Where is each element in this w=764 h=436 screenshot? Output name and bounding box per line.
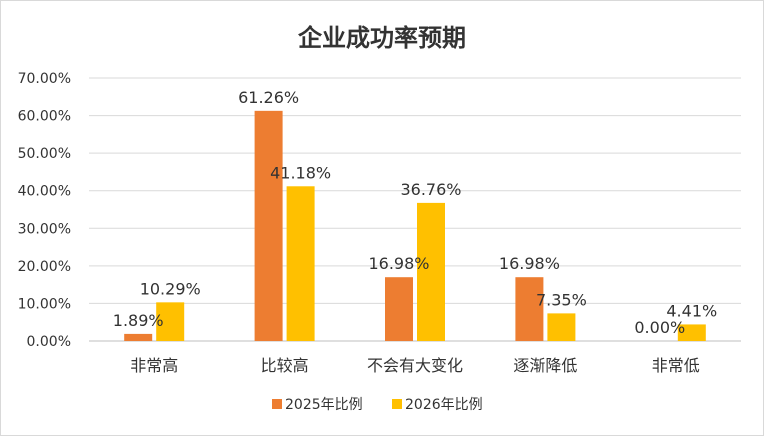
- legend-label: 2026年比例: [405, 397, 483, 413]
- bar: [124, 333, 153, 341]
- bar: [515, 277, 544, 341]
- bar: [677, 324, 706, 341]
- y-tick-label: 70.00%: [18, 71, 71, 87]
- bar: [254, 110, 283, 341]
- bar: [156, 302, 185, 341]
- bar: [385, 277, 413, 341]
- y-tick-label: 0.00%: [27, 334, 71, 350]
- bar: [547, 313, 576, 341]
- data-label: 10.29%: [140, 279, 201, 298]
- data-labels: 1.89% 10.29% 61.26% 41.18% 16.98% 36.76% 16.98…: [113, 88, 717, 337]
- data-label: 16.98%: [499, 254, 560, 273]
- legend-label: 2025年比例: [285, 397, 363, 413]
- data-label: 36.76%: [400, 180, 461, 199]
- x-category-label: 非常高: [130, 356, 178, 375]
- x-category-label: 比较高: [261, 356, 309, 375]
- y-tick-label: 20.00%: [18, 259, 71, 275]
- bar: [417, 202, 445, 341]
- bar: [286, 186, 315, 341]
- data-label: 16.98%: [368, 254, 429, 273]
- x-category-label: 逐渐降低: [513, 356, 577, 375]
- data-label: 4.41%: [666, 301, 717, 320]
- chart-title: 企业成功率预期: [298, 24, 466, 52]
- data-label: 0.00%: [634, 318, 685, 337]
- y-tick-label: 40.00%: [18, 184, 71, 200]
- bars: [124, 110, 706, 341]
- data-label: 7.35%: [536, 290, 587, 309]
- x-category-label: 不会有大变化: [367, 356, 463, 375]
- x-category-label: 非常低: [652, 356, 700, 375]
- y-tick-label: 10.00%: [18, 296, 71, 312]
- data-label: 1.89%: [113, 311, 164, 330]
- data-label: 41.18%: [270, 163, 331, 182]
- legend-swatch: [392, 399, 402, 409]
- legend-swatch: [272, 399, 282, 409]
- data-label: 61.26%: [238, 88, 299, 107]
- y-tick-label: 60.00%: [18, 109, 71, 125]
- y-tick-label: 30.00%: [18, 221, 71, 237]
- y-tick-label: 50.00%: [18, 146, 71, 162]
- x-axis-categories: 非常高 比较高 不会有大变化 逐渐降低 非常低: [130, 356, 700, 375]
- y-axis-ticks: 0.00% 10.00% 20.00% 30.00% 40.00% 50.00% 60.00…: [18, 71, 71, 350]
- gridlines: [89, 77, 741, 342]
- legend: 2025年比例 2026年比例: [272, 397, 483, 413]
